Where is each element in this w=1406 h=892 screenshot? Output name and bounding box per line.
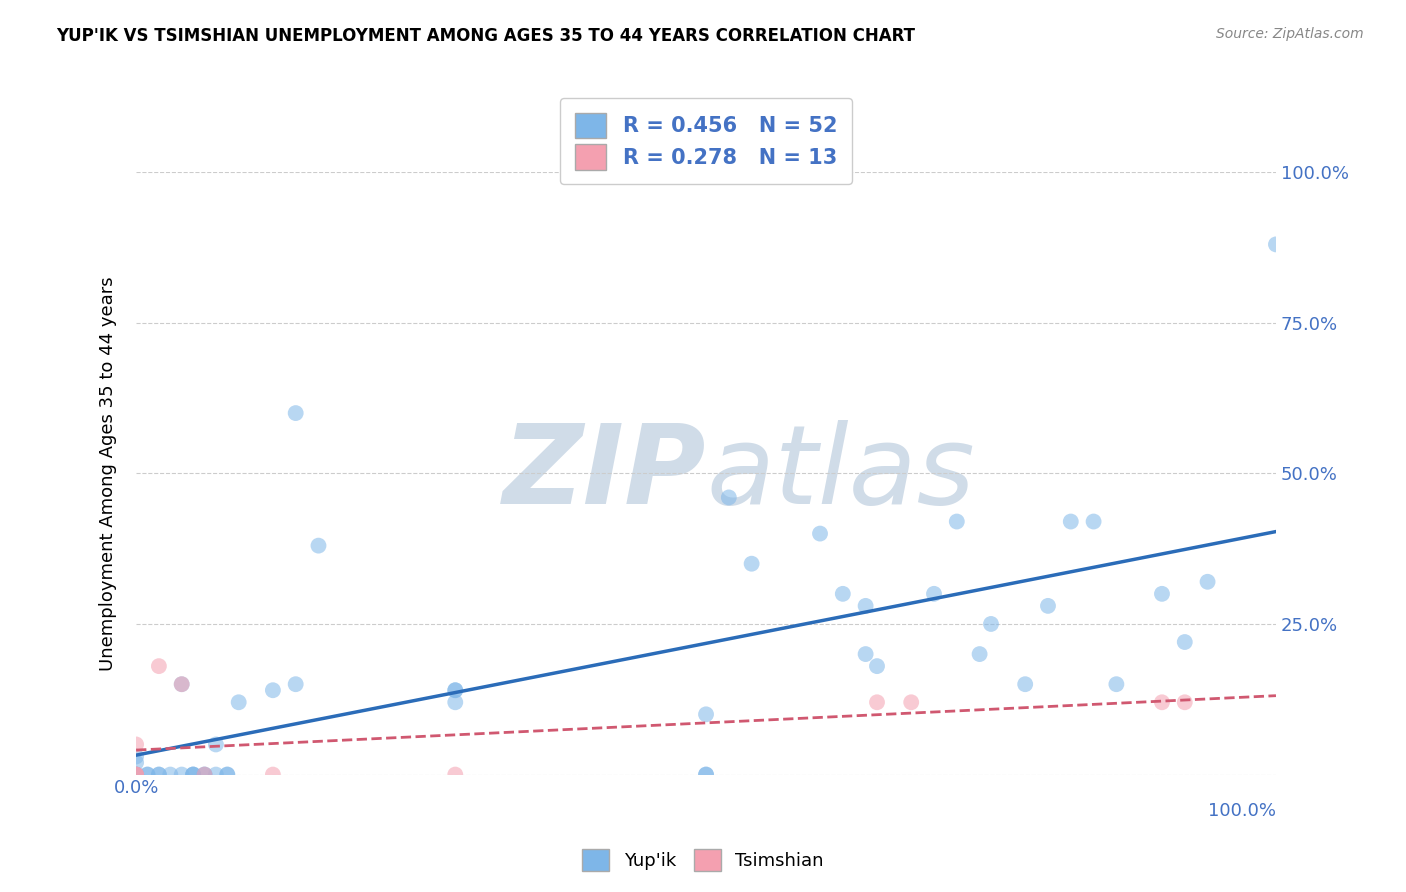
Point xyxy=(262,683,284,698)
Text: YUP'IK VS TSIMSHIAN UNEMPLOYMENT AMONG AGES 35 TO 44 YEARS CORRELATION CHART: YUP'IK VS TSIMSHIAN UNEMPLOYMENT AMONG A… xyxy=(56,27,915,45)
Point xyxy=(969,647,991,661)
Point xyxy=(900,695,922,709)
Point xyxy=(262,767,284,781)
Point xyxy=(695,767,717,781)
Point xyxy=(444,767,467,781)
Point xyxy=(284,677,307,691)
Point xyxy=(159,767,181,781)
Point xyxy=(695,707,717,722)
Point xyxy=(1265,237,1288,252)
Text: 100.0%: 100.0% xyxy=(1208,802,1277,820)
Point xyxy=(831,587,853,601)
Point xyxy=(193,767,215,781)
Point xyxy=(205,767,228,781)
Point xyxy=(125,767,148,781)
Point xyxy=(444,695,467,709)
Point xyxy=(1150,587,1173,601)
Point xyxy=(741,557,763,571)
Point xyxy=(181,767,204,781)
Point xyxy=(125,738,148,752)
Point xyxy=(980,617,1002,632)
Point xyxy=(855,647,877,661)
Point xyxy=(217,767,239,781)
Point xyxy=(170,767,193,781)
Point xyxy=(866,695,889,709)
Point xyxy=(308,539,330,553)
Point xyxy=(181,767,204,781)
Point xyxy=(1105,677,1128,691)
Point xyxy=(217,767,239,781)
Point xyxy=(228,695,250,709)
Point xyxy=(148,659,170,673)
Point xyxy=(1174,695,1197,709)
Point xyxy=(205,738,228,752)
Point xyxy=(284,406,307,420)
Point xyxy=(125,749,148,764)
Point xyxy=(125,767,148,781)
Point xyxy=(717,491,740,505)
Point xyxy=(1197,574,1219,589)
Point xyxy=(125,767,148,781)
Point xyxy=(125,767,148,781)
Y-axis label: Unemployment Among Ages 35 to 44 years: Unemployment Among Ages 35 to 44 years xyxy=(100,276,117,671)
Point xyxy=(1036,599,1059,613)
Point xyxy=(866,659,889,673)
Point xyxy=(170,677,193,691)
Point xyxy=(148,767,170,781)
Point xyxy=(1060,515,1083,529)
Legend: Yup'ik, Tsimshian: Yup'ik, Tsimshian xyxy=(575,842,831,879)
Point xyxy=(922,587,945,601)
Point xyxy=(170,677,193,691)
Point xyxy=(695,767,717,781)
Point xyxy=(444,683,467,698)
Point xyxy=(1083,515,1105,529)
Point xyxy=(808,526,831,541)
Point xyxy=(136,767,159,781)
Point xyxy=(181,767,204,781)
Text: ZIP: ZIP xyxy=(502,420,706,527)
Point xyxy=(136,767,159,781)
Point xyxy=(148,767,170,781)
Point xyxy=(1150,695,1173,709)
Point xyxy=(946,515,969,529)
Point xyxy=(125,767,148,781)
Point xyxy=(444,683,467,698)
Point xyxy=(193,767,215,781)
Point xyxy=(193,767,215,781)
Point xyxy=(855,599,877,613)
Point xyxy=(1014,677,1036,691)
Point xyxy=(125,767,148,781)
Legend: R = 0.456   N = 52, R = 0.278   N = 13: R = 0.456 N = 52, R = 0.278 N = 13 xyxy=(560,98,852,185)
Point xyxy=(125,756,148,770)
Text: atlas: atlas xyxy=(706,420,974,527)
Text: Source: ZipAtlas.com: Source: ZipAtlas.com xyxy=(1216,27,1364,41)
Point xyxy=(1174,635,1197,649)
